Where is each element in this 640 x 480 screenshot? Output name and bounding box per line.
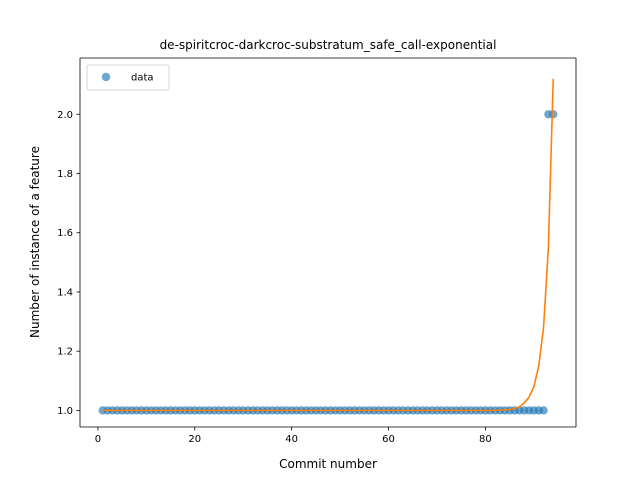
x-tick-label: 0 xyxy=(95,434,101,445)
y-tick-label: 1.0 xyxy=(57,406,73,417)
plot-background xyxy=(80,58,576,427)
legend: data xyxy=(86,64,170,91)
y-tick-label: 1.2 xyxy=(57,347,73,358)
data-point xyxy=(539,406,548,415)
data-marks xyxy=(98,78,558,415)
x-axis-title: Commit number xyxy=(279,457,377,471)
y-tick-label: 1.8 xyxy=(57,169,73,180)
plot-area xyxy=(80,58,576,427)
y-tick-label: 2.0 xyxy=(57,110,73,121)
y-tick-label: 1.6 xyxy=(57,228,73,239)
data-point xyxy=(549,110,558,119)
x-tick-label: 60 xyxy=(382,434,395,445)
chart-title: de-spiritcroc-darkcroc-substratum_safe_c… xyxy=(160,38,497,52)
y-axis-title: Number of instance of a feature xyxy=(28,146,42,338)
x-tick-label: 80 xyxy=(479,434,492,445)
x-tick-label: 40 xyxy=(285,434,298,445)
fit-line xyxy=(102,78,555,412)
legend-box xyxy=(86,64,170,91)
legend-label: data xyxy=(131,73,154,84)
y-tick-label: 1.4 xyxy=(57,287,73,298)
x-tick-label: 20 xyxy=(188,434,201,445)
legend-marker xyxy=(101,72,111,82)
axes: 0 20 40 60 80 1.0 1.2 1.4 1.6 1.8 2.0 xyxy=(57,57,577,445)
